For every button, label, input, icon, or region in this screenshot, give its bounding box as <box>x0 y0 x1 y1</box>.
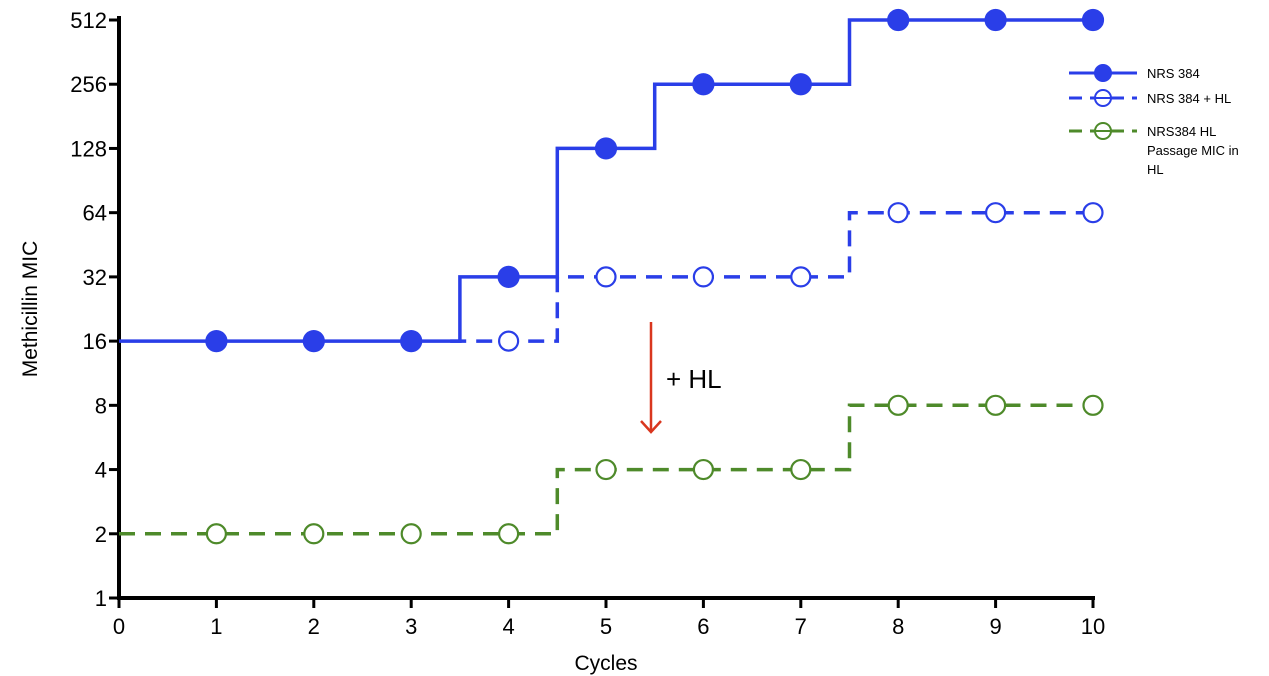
data-point <box>595 458 617 481</box>
data-point <box>984 394 1007 416</box>
y-tick-label: 1 <box>95 586 107 611</box>
series-3 <box>119 394 1104 545</box>
data-point <box>497 265 520 288</box>
y-tick-label: 16 <box>83 329 107 354</box>
annotation-layer: + HL <box>640 322 722 434</box>
y-tick-label: 4 <box>95 458 107 483</box>
data-point <box>984 8 1007 32</box>
data-point <box>887 8 910 32</box>
legend-marker <box>1094 64 1112 82</box>
data-point <box>789 73 812 96</box>
x-tick-label: 6 <box>697 614 709 639</box>
data-point <box>498 523 520 545</box>
y-tick-label: 2 <box>95 522 107 547</box>
x-tick-label: 7 <box>795 614 807 639</box>
data-point <box>594 137 618 160</box>
hl-annotation-label: + HL <box>666 364 722 394</box>
y-tick-label: 512 <box>70 8 107 33</box>
x-axis-ticks: 0 1 2 3 4 5 6 7 8 9 10 <box>113 598 1105 639</box>
data-point <box>302 330 325 353</box>
y-tick-label: 8 <box>95 393 107 418</box>
data-point <box>400 523 422 545</box>
legend-item-3: NRS384 HL Passage MIC in HL <box>1069 122 1239 177</box>
data-point <box>887 202 909 224</box>
data-point <box>595 266 617 288</box>
data-point <box>984 202 1007 224</box>
chart-legend: NRS 384 NRS 384 + HL NRS384 HL Passage MIC … <box>1069 64 1239 177</box>
x-tick-label: 8 <box>892 614 904 639</box>
data-point <box>205 523 227 545</box>
series-line <box>119 18 1093 343</box>
data-point <box>790 458 812 481</box>
data-point <box>400 330 423 353</box>
data-point <box>1082 202 1104 224</box>
data-point <box>1081 8 1105 32</box>
x-tick-label: 0 <box>113 614 125 639</box>
x-tick-label: 9 <box>989 614 1001 639</box>
series-line <box>450 210 1093 343</box>
y-tick-label: 32 <box>83 265 107 290</box>
x-tick-label: 5 <box>600 614 612 639</box>
x-tick-label: 2 <box>308 614 320 639</box>
data-point <box>692 458 715 481</box>
legend-label: NRS384 HL <box>1147 124 1216 139</box>
x-tick-label: 3 <box>405 614 417 639</box>
data-point <box>205 330 228 353</box>
series-layer <box>119 8 1105 545</box>
x-axis-title: Cycles <box>574 652 637 675</box>
y-tick-label: 64 <box>83 201 107 226</box>
data-point <box>498 330 520 352</box>
data-point <box>692 266 715 288</box>
legend-label: NRS 384 <box>1147 66 1200 81</box>
data-point <box>1082 394 1104 416</box>
data-point <box>692 73 715 96</box>
hl-arrow-head <box>640 420 662 434</box>
data-point <box>887 394 909 416</box>
series-1 <box>119 8 1105 353</box>
data-point <box>303 523 325 545</box>
y-tick-label: 256 <box>70 72 107 97</box>
x-tick-label: 1 <box>210 614 222 639</box>
series-2 <box>450 202 1104 352</box>
legend-label: Passage MIC in <box>1147 143 1239 158</box>
legend-item-1: NRS 384 <box>1069 64 1200 82</box>
chart-axes <box>117 16 1095 600</box>
x-tick-label: 4 <box>502 614 514 639</box>
legend-label: NRS 384 + HL <box>1147 91 1231 106</box>
data-point <box>790 266 812 288</box>
legend-label: HL <box>1147 162 1164 177</box>
y-axis-ticks: 1 2 4 8 16 32 64 128 256 512 <box>70 8 119 611</box>
x-tick-label: 10 <box>1081 614 1105 639</box>
y-tick-label: 128 <box>70 136 107 161</box>
y-axis-title: Methicillin MIC <box>19 241 42 378</box>
legend-item-2: NRS 384 + HL <box>1069 89 1231 107</box>
